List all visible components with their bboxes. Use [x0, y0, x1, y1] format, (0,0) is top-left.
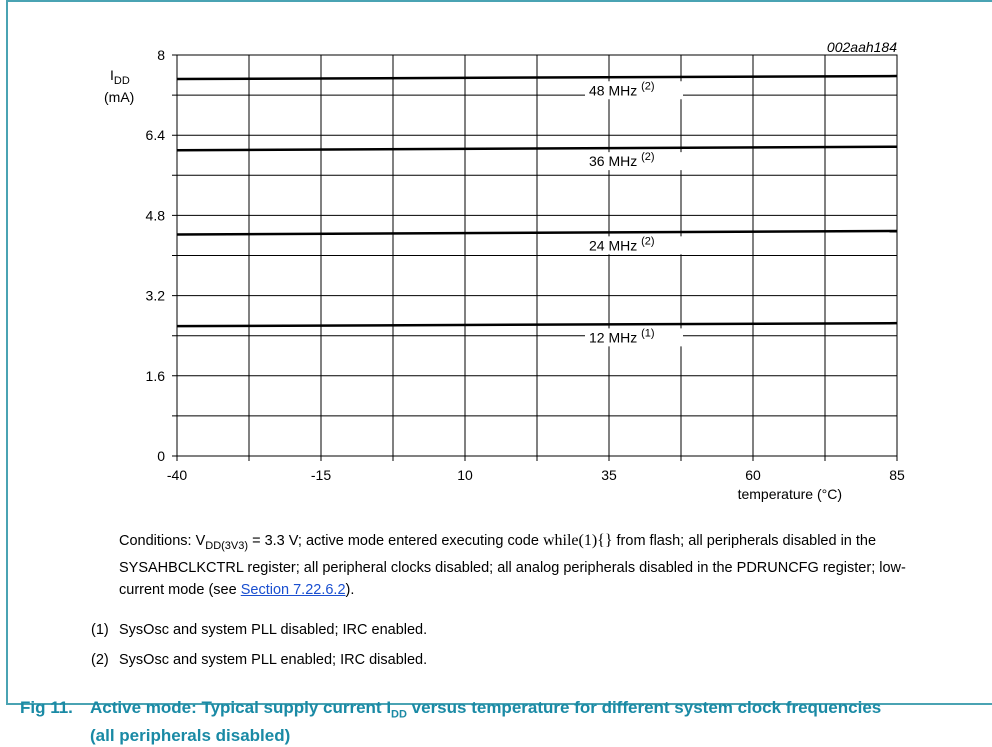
section-link[interactable]: Section 7.22.6.2 — [240, 581, 346, 598]
series-line — [176, 145, 898, 152]
y-axis-label: IDD — [110, 67, 130, 87]
series-label-bg — [585, 152, 683, 171]
y-tick-label: 4.8 — [146, 207, 166, 223]
label-layer: -40 -15 10 35 60 85 0 1.6 3.2 4.8 6.4 8 48 MHz (2) 36… — [146, 47, 905, 483]
series-label: 48 MHz (2) — [589, 80, 655, 98]
series-label-bg — [585, 328, 683, 347]
series-label-bg — [585, 236, 683, 255]
y-tick-label: 1.6 — [146, 368, 166, 384]
figure-frame-top — [6, 0, 992, 2]
grid-layer — [172, 54, 898, 461]
x-tick-label: -15 — [311, 467, 331, 483]
series-line — [176, 229, 898, 236]
plot-frame — [176, 54, 898, 457]
code-snippet: while(1){} — [542, 532, 613, 549]
footnote-1: (1) SysOsc and system PLL disabled; IRC e… — [91, 622, 428, 638]
x-tick-label: 10 — [457, 467, 473, 483]
series-label: 36 MHz (2) — [589, 151, 655, 169]
y-tick-label: 6.4 — [146, 127, 166, 143]
supply-current-chart: -40 -15 10 35 60 85 0 1.6 3.2 4.8 6.4 8 48 MHz (2) 36… — [104, 39, 905, 502]
series-label: 24 MHz (2) — [589, 235, 655, 253]
x-tick-label: -40 — [167, 467, 187, 483]
y-axis-unit: (mA) — [104, 89, 134, 105]
figure-id: 002aah184 — [827, 39, 897, 55]
figure-number: Fig 11. — [20, 698, 73, 717]
series-line — [176, 74, 898, 81]
series-label-bg — [585, 81, 683, 100]
y-tick-label: 3.2 — [146, 288, 166, 304]
x-tick-label: 35 — [601, 467, 617, 483]
x-axis-label: temperature (°C) — [738, 486, 842, 502]
y-tick-label: 8 — [157, 47, 165, 63]
y-tick-label: 0 — [157, 448, 165, 464]
x-tick-label: 60 — [745, 467, 761, 483]
series-label: 12 MHz (1) — [589, 327, 655, 345]
figure-frame-bottom — [6, 703, 992, 705]
series-layer — [176, 74, 898, 328]
x-tick-label: 85 — [889, 467, 905, 483]
conditions-text: Conditions: VDD(3V3) = 3.3 V; active mod… — [119, 532, 906, 598]
footnote-2: (2) SysOsc and system PLL enabled; IRC di… — [91, 652, 428, 668]
series-line — [176, 321, 898, 328]
figure-frame-left — [6, 0, 8, 705]
